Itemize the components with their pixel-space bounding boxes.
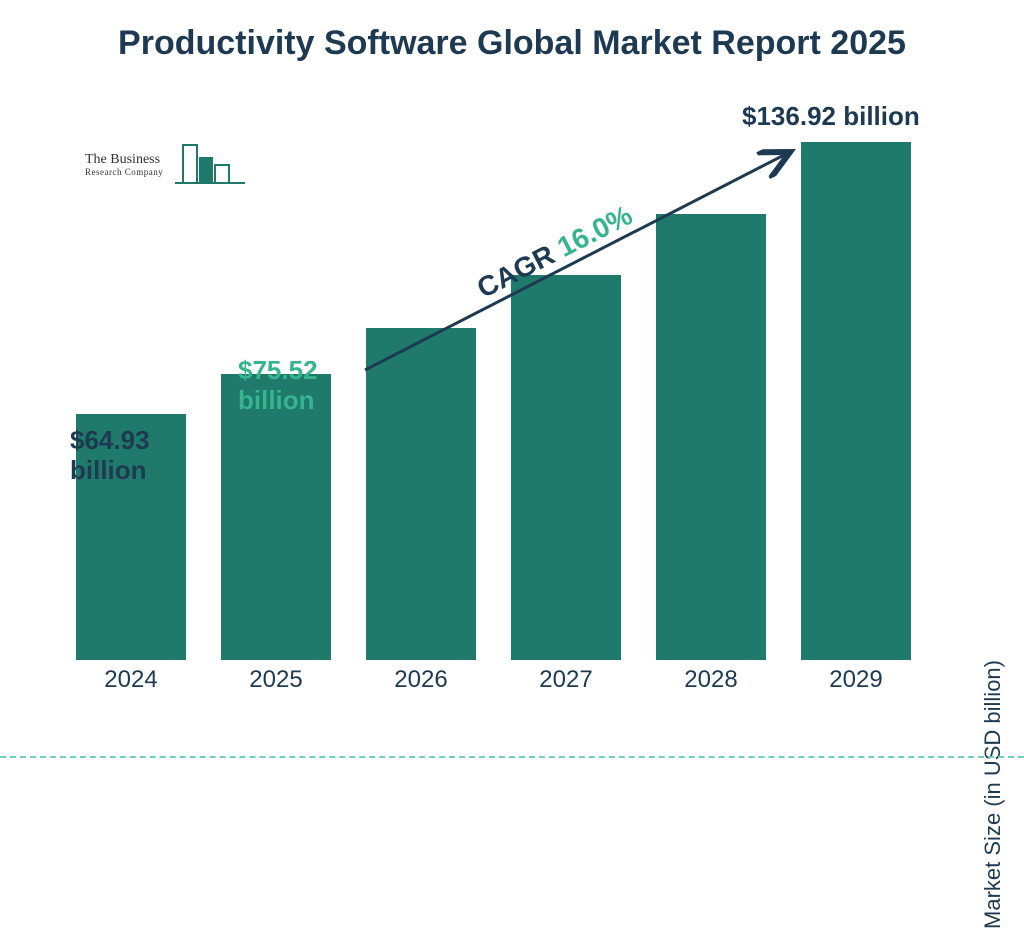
x-label-2024: 2024: [76, 666, 186, 694]
x-label-2029: 2029: [801, 666, 911, 694]
bar-2029: [801, 142, 911, 660]
x-label-2025: 2025: [221, 666, 331, 694]
bar-2027: [511, 275, 621, 660]
bar-chart: CAGR 16.0% Market Size (in USD billion) …: [70, 130, 950, 700]
chart-title: Productivity Software Global Market Repo…: [0, 0, 1024, 65]
value-label-1: $75.52billion: [238, 356, 318, 416]
bar-2026: [366, 328, 476, 660]
bottom-divider: [0, 756, 1024, 758]
value-label-0: $64.93billion: [70, 426, 150, 486]
value-label-2: $136.92 billion: [742, 102, 920, 132]
bar-2025: [221, 374, 331, 660]
x-label-2026: 2026: [366, 666, 476, 694]
x-label-2027: 2027: [511, 666, 621, 694]
y-axis-label: Market Size (in USD billion): [980, 660, 1006, 929]
x-label-2028: 2028: [656, 666, 766, 694]
bar-2028: [656, 214, 766, 660]
plot-region: [70, 130, 940, 660]
